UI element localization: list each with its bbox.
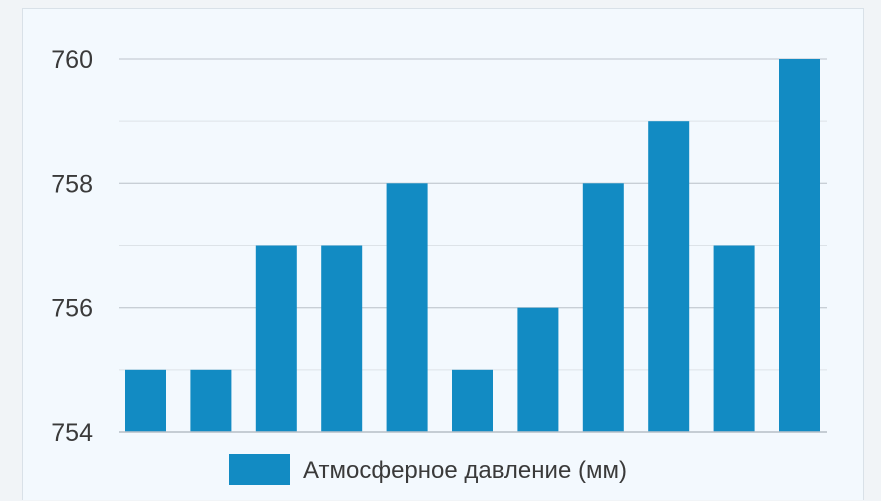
bar-chart: 754 756 758 760 Атмосферное давление (мм) bbox=[51, 46, 827, 485]
bar bbox=[648, 121, 690, 432]
chart-panel: 754 756 758 760 Атмосферное давление (мм) bbox=[22, 8, 864, 500]
y-tick-label: 758 bbox=[51, 170, 93, 198]
bar bbox=[452, 369, 493, 432]
bar bbox=[255, 245, 297, 432]
bar bbox=[321, 245, 363, 432]
y-axis: 754 756 758 760 bbox=[51, 46, 827, 447]
y-tick-label: 760 bbox=[51, 46, 93, 74]
bar bbox=[125, 369, 166, 432]
y-tick-label: 756 bbox=[51, 295, 93, 323]
bar bbox=[190, 369, 232, 432]
bar bbox=[517, 307, 559, 432]
y-tick-label: 754 bbox=[51, 419, 93, 447]
bar bbox=[582, 183, 624, 432]
bar bbox=[386, 183, 428, 432]
grid-lines bbox=[119, 58, 827, 433]
bar bbox=[779, 59, 820, 432]
bar bbox=[713, 245, 755, 432]
legend-label: Атмосферное давление (мм) bbox=[303, 457, 627, 484]
bars bbox=[125, 59, 820, 432]
legend: Атмосферное давление (мм) bbox=[229, 454, 627, 485]
legend-swatch bbox=[229, 454, 290, 485]
